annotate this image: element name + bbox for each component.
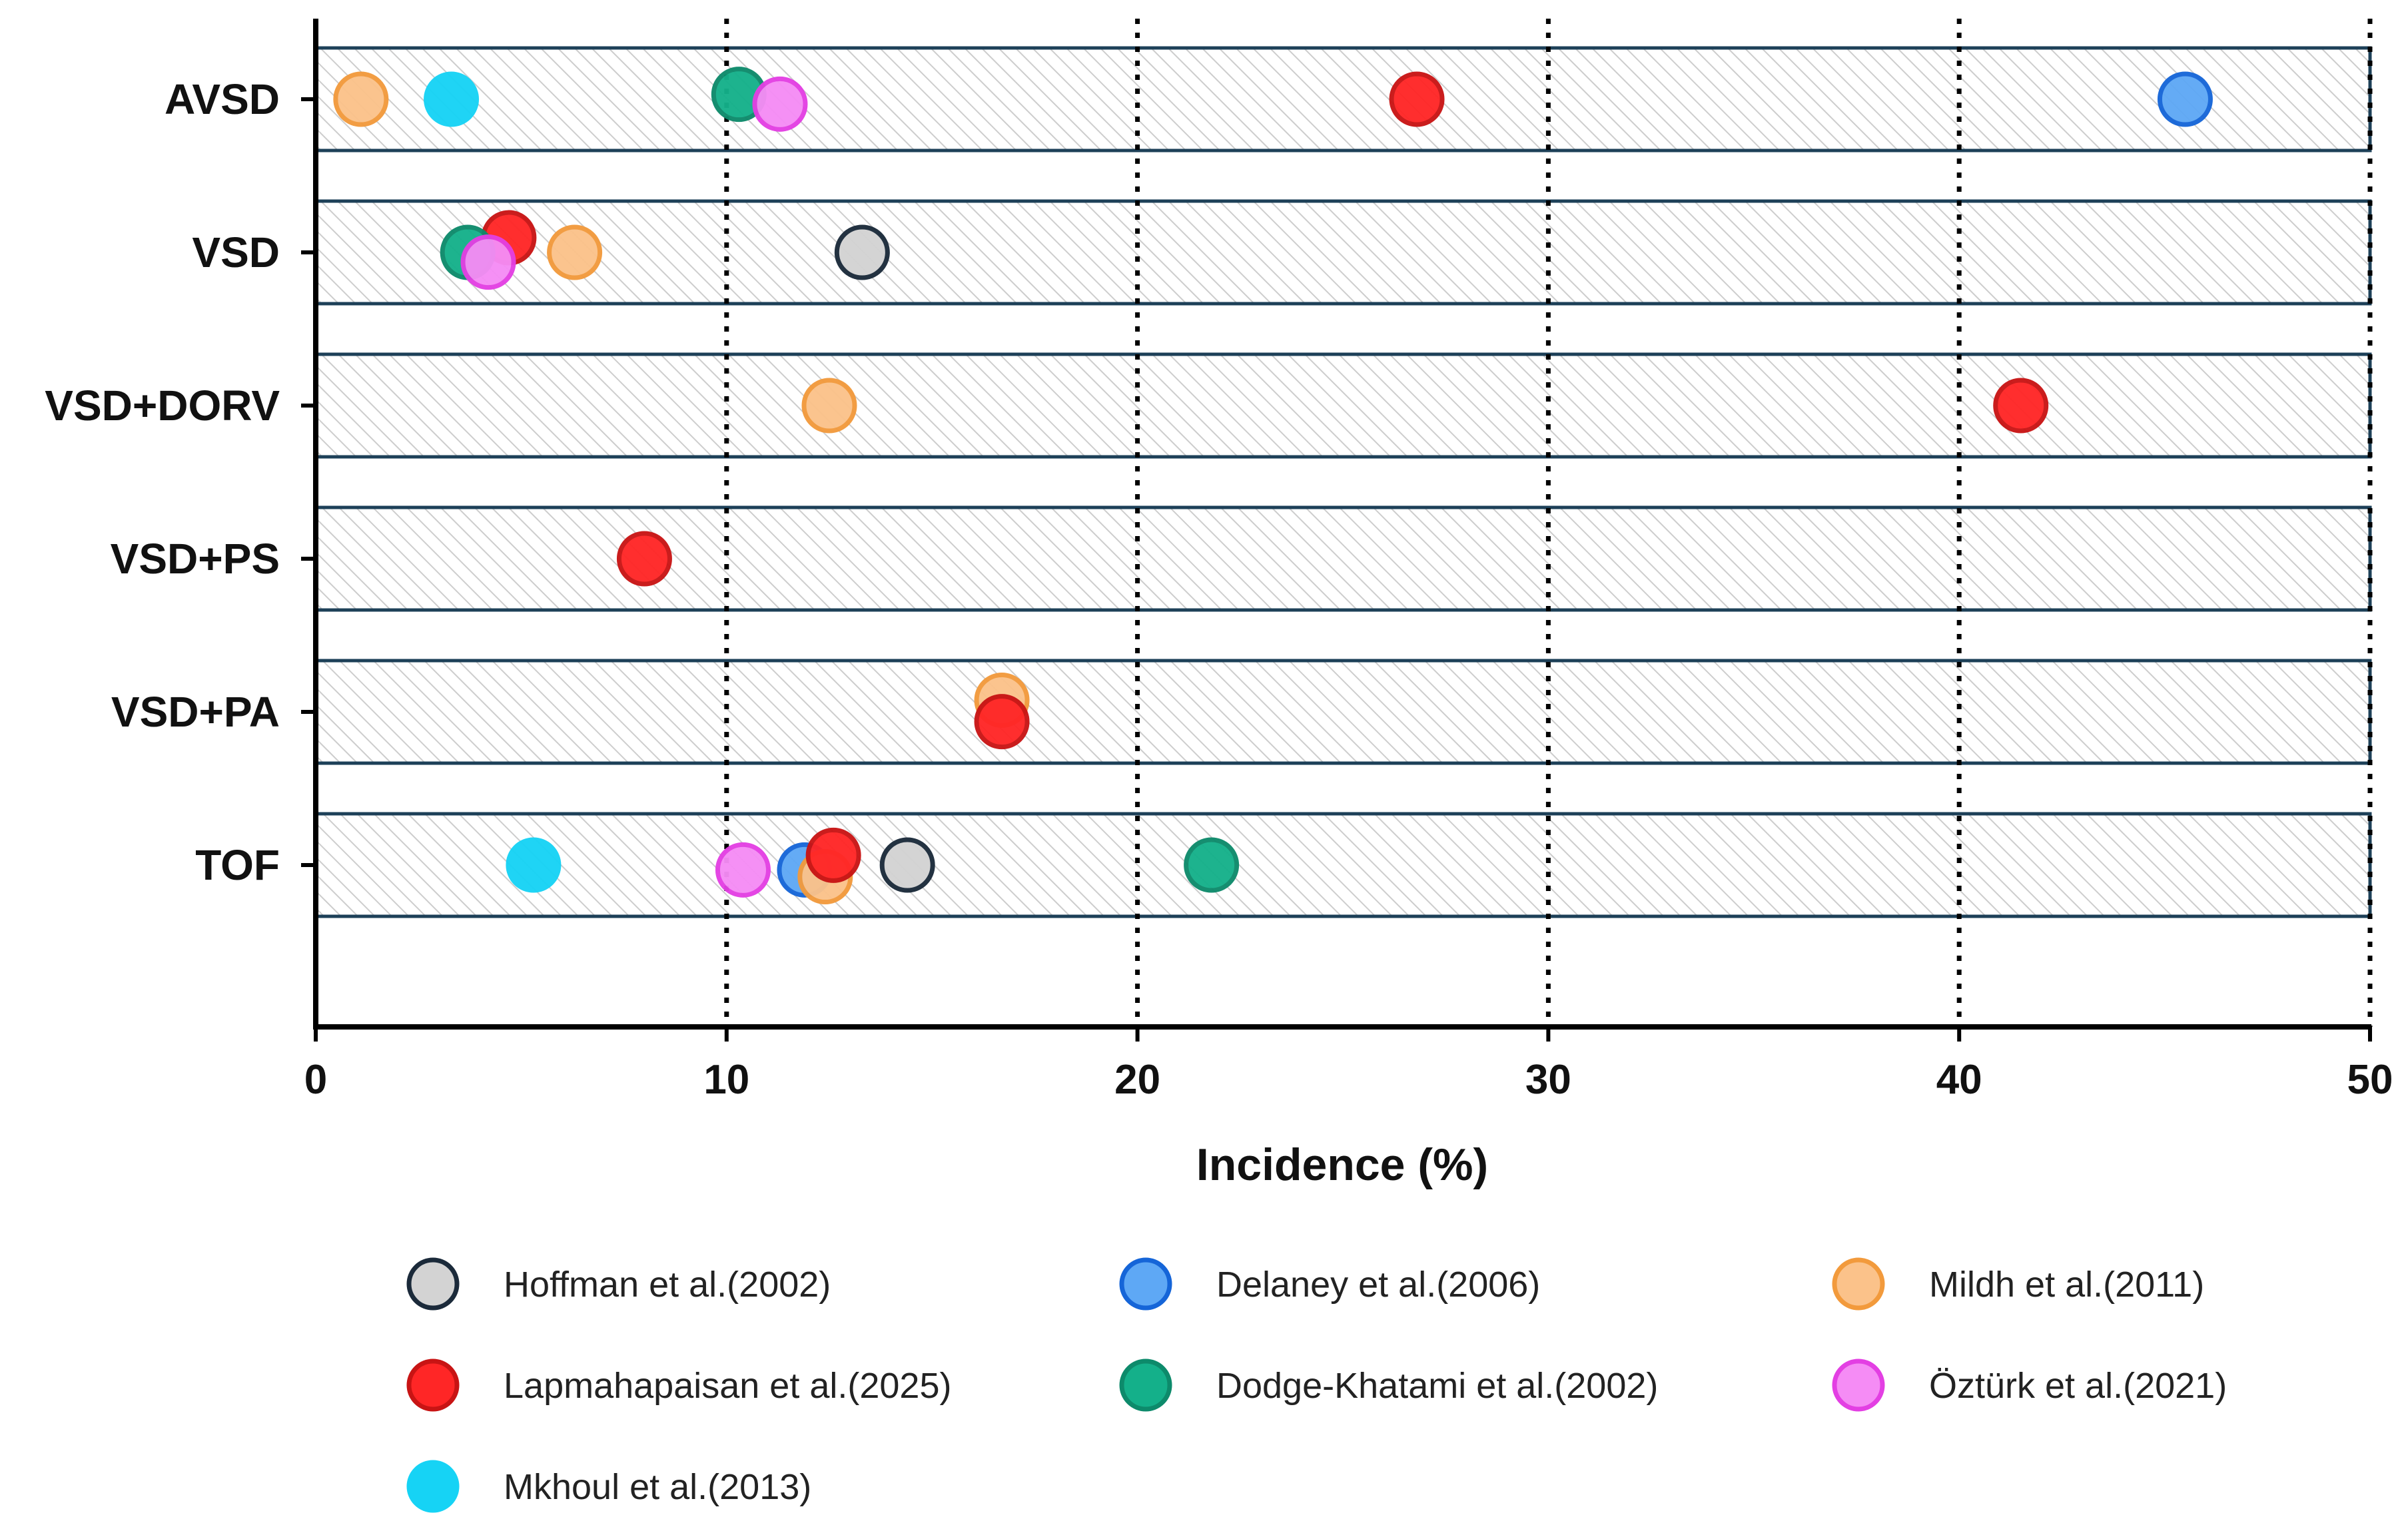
x-tick-labels: 0 10 20 30 40 50 [304,1027,2393,1103]
y-label-vsd-pa: VSD+PA [111,688,280,736]
legend-label-1: Delaney et al.(2006) [1216,1265,1540,1305]
x-tick-0: 0 [304,1057,327,1103]
x-tick-20: 20 [1114,1057,1160,1103]
point-hoffman-tof [879,837,935,893]
axes [313,19,2371,1030]
data-points [333,67,2213,905]
legend-label-4: Dodge-Khatami et al.(2002) [1216,1366,1658,1406]
x-tick-50: 50 [2347,1057,2393,1103]
x-tick-40: 40 [1936,1057,1982,1103]
point-delaney-avsd [2157,71,2213,127]
legend-label-2: Mildh et al.(2011) [1929,1265,2204,1305]
y-label-tof: TOF [195,841,280,889]
legend-marker-1 [1119,1257,1172,1311]
point-mkhoul-avsd [424,71,480,127]
point-mildh-vsd [547,224,603,280]
category-bands [314,46,2372,918]
legend-label-3: Lapmahapaisan et al.(2025) [504,1366,951,1406]
y-label-avsd: AVSD [165,75,280,123]
legend: Hoffman et al.(2002) Delaney et al.(2006)… [406,1257,2227,1513]
x-tick-10: 10 [703,1057,749,1103]
legend-marker-0 [406,1257,460,1311]
point-öztürk-avsd [752,76,808,132]
x-tick-30: 30 [1525,1057,1571,1103]
x-axis-title: Incidence (%) [1196,1139,1488,1190]
point-lapmahapaisan-vsd-pa [974,694,1030,750]
point-öztürk-vsd [460,234,516,290]
band-vsd-dorv [314,352,2372,459]
band-avsd [314,46,2372,152]
band-vsd-pa [314,659,2372,765]
legend-label-5: Öztürk et al.(2021) [1929,1366,2227,1406]
band-vsd [314,199,2372,306]
legend-marker-4 [1119,1359,1172,1412]
y-label-vsd: VSD [192,228,280,276]
point-lapmahapaisan-vsd-dorv [1993,378,2049,434]
point-lapmahapaisan-avsd [1389,71,1445,127]
legend-marker-2 [1832,1257,1885,1311]
band-tof [314,812,2372,918]
y-label-vsd-ps: VSD+PS [111,535,280,583]
legend-marker-5 [1832,1359,1885,1412]
point-lapmahapaisan-vsd-ps [616,531,672,587]
point-dodge-khatami-tof [1184,837,1240,893]
y-category-labels: AVSD VSD VSD+DORV VSD+PS VSD+PA TOF [45,75,316,889]
point-mkhoul-tof [506,837,562,893]
point-lapmahapaisan-tof [805,827,861,883]
point-mildh-avsd [333,71,389,127]
legend-label-0: Hoffman et al.(2002) [504,1265,831,1305]
point-hoffman-vsd [834,224,890,280]
y-label-vsd-dorv: VSD+DORV [45,382,280,430]
point-mildh-vsd-dorv [801,378,857,434]
point-öztürk-tof [715,842,771,898]
legend-label-6: Mkhoul et al.(2013) [504,1467,811,1507]
legend-marker-6 [406,1460,460,1513]
legend-marker-3 [406,1359,460,1412]
